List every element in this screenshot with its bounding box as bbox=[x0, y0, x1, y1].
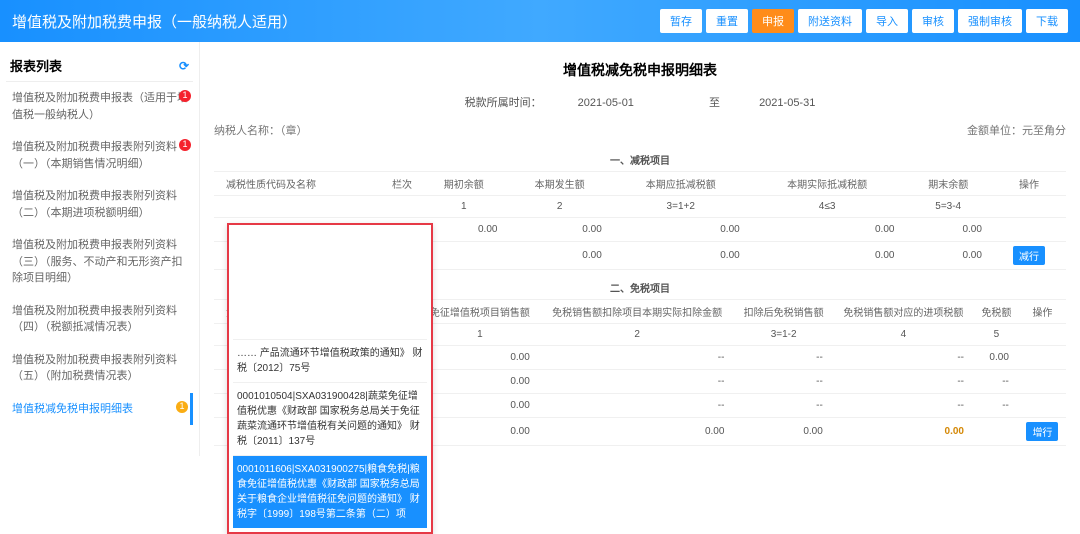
header-btn-5[interactable]: 审核 bbox=[912, 9, 954, 33]
header-buttons: 暂存重置申报附送资料导入审核强制审核下载 bbox=[660, 9, 1068, 33]
sidebar-item-4[interactable]: 增值税及附加税费申报表附列资料（四）（税额抵减情况表） bbox=[6, 295, 193, 344]
badge: 1 bbox=[179, 139, 191, 151]
sidebar-title: 报表列表 ⟳ bbox=[6, 50, 193, 82]
sidebar-item-3[interactable]: 增值税及附加税费申报表附列资料（三）（服务、不动产和无形资产扣除项目明细） bbox=[6, 229, 193, 295]
sidebar-item-0[interactable]: 增值税及附加税费申报表（适用于增值税一般纳税人）1 bbox=[6, 82, 193, 131]
sidebar-item-5[interactable]: 增值税及附加税费申报表附列资料（五）（附加税费情况表） bbox=[6, 344, 193, 393]
badge: 1 bbox=[179, 90, 191, 102]
badge: 1 bbox=[176, 401, 188, 413]
dropdown-option-1[interactable]: 0001010504|SXA031900428|蔬菜免征增值税优惠《财政部 国家… bbox=[233, 382, 427, 455]
sidebar: 报表列表 ⟳ 增值税及附加税费申报表（适用于增值税一般纳税人）1增值税及附加税费… bbox=[0, 42, 200, 456]
refresh-icon[interactable]: ⟳ bbox=[179, 59, 189, 73]
header-btn-3[interactable]: 附送资料 bbox=[798, 9, 862, 33]
code-dropdown[interactable]: …… 产品流通环节增值税政策的通知》 财税〔2012〕75号0001010504… bbox=[227, 223, 433, 534]
dropdown-option-2[interactable]: 0001011606|SXA031900275|粮食免税|粮食免征增值税优惠《财… bbox=[233, 455, 427, 528]
header-btn-7[interactable]: 下载 bbox=[1026, 9, 1068, 33]
page-header: 增值税及附加税费申报（一般纳税人适用） 暂存重置申报附送资料导入审核强制审核下载 bbox=[0, 0, 1080, 42]
page-title: 增值税及附加税费申报（一般纳税人适用） bbox=[12, 11, 660, 32]
period-row: 税款所属时间：2021-05-01 至 2021-05-31 bbox=[214, 94, 1066, 110]
header-btn-6[interactable]: 强制审核 bbox=[958, 9, 1022, 33]
row-op-btn[interactable]: 减行 bbox=[1013, 246, 1045, 265]
sidebar-item-1[interactable]: 增值税及附加税费申报表附列资料（一）（本期销售情况明细）1 bbox=[6, 131, 193, 180]
header-btn-4[interactable]: 导入 bbox=[866, 9, 908, 33]
header-btn-1[interactable]: 重置 bbox=[706, 9, 748, 33]
dropdown-option-0[interactable]: …… 产品流通环节增值税政策的通知》 财税〔2012〕75号 bbox=[233, 339, 427, 382]
row-op-btn[interactable]: 增行 bbox=[1026, 422, 1058, 441]
form-title: 增值税减免税申报明细表 bbox=[214, 60, 1066, 80]
sidebar-item-2[interactable]: 增值税及附加税费申报表附列资料（二）（本期进项税额明细） bbox=[6, 180, 193, 229]
sidebar-item-6[interactable]: 增值税减免税申报明细表1 bbox=[6, 393, 193, 426]
sidebar-list: 增值税及附加税费申报表（适用于增值税一般纳税人）1增值税及附加税费申报表附列资料… bbox=[6, 82, 193, 425]
header-btn-2[interactable]: 申报 bbox=[752, 9, 794, 33]
header-btn-0[interactable]: 暂存 bbox=[660, 9, 702, 33]
info-row: 纳税人名称：（章） 金额单位：元至角分 bbox=[214, 118, 1066, 148]
